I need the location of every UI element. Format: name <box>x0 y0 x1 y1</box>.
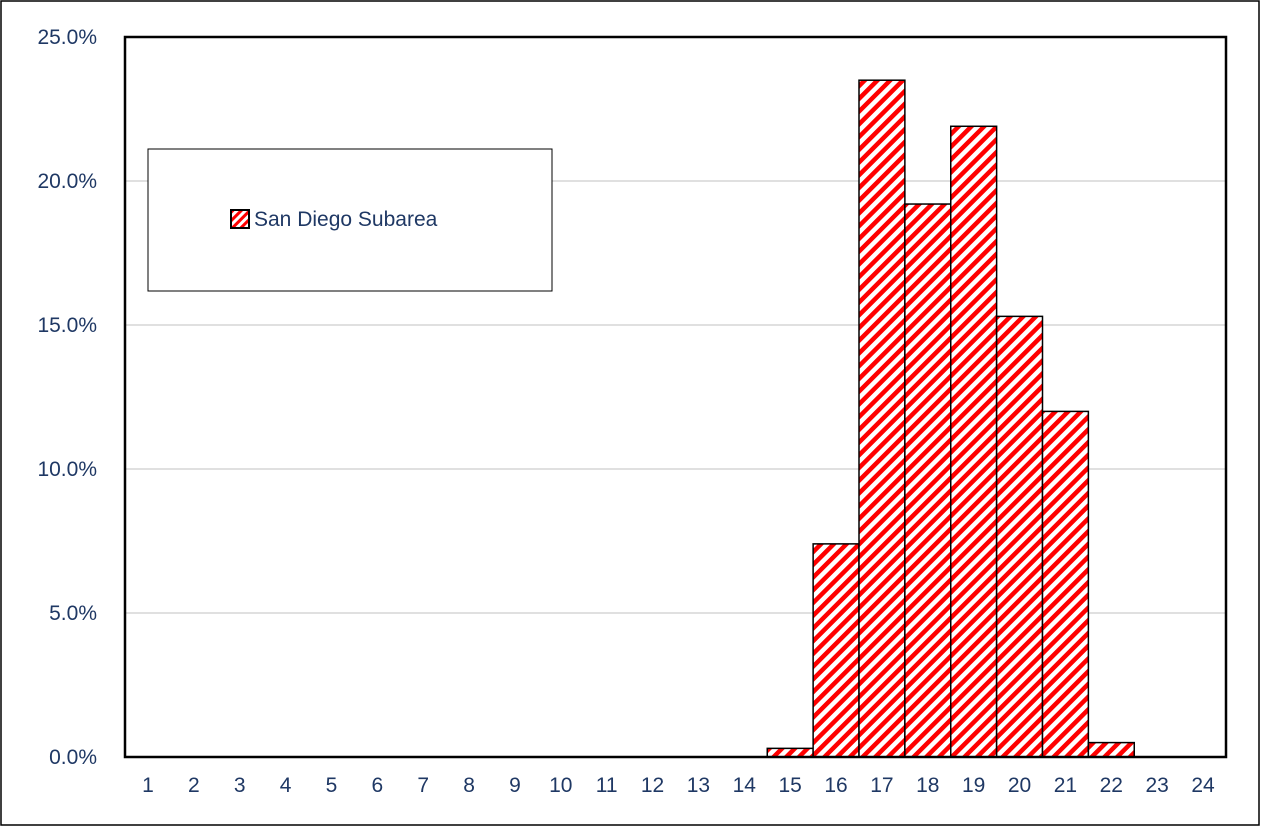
x-tick-label: 4 <box>280 774 292 797</box>
bar-21 <box>1041 410 1090 758</box>
x-tick-label: 11 <box>596 774 618 797</box>
y-tick-label: 25.0% <box>37 26 97 49</box>
bar-20 <box>995 315 1044 758</box>
legend-box <box>147 148 553 292</box>
y-tick-label: 15.0% <box>37 314 97 337</box>
x-tick-label: 13 <box>687 774 710 797</box>
plot-area-border <box>123 35 1228 759</box>
x-tick-label: 15 <box>779 774 802 797</box>
x-tick-label: 12 <box>641 774 664 797</box>
x-tick-label: 1 <box>142 774 154 797</box>
x-tick-label: 17 <box>870 774 893 797</box>
x-tick-label: 6 <box>371 774 383 797</box>
bar-22 <box>1087 741 1135 758</box>
y-axis-tick-labels: 0.0% 5.0% 10.0% 15.0% 20.0% 25.0% <box>37 26 97 769</box>
x-tick-label: 16 <box>824 774 847 797</box>
bar-15 <box>766 747 814 758</box>
legend-label-san-diego-subarea: San Diego Subarea <box>254 208 438 231</box>
x-tick-label: 19 <box>962 774 985 797</box>
x-tick-label: 20 <box>1008 774 1031 797</box>
bar-18 <box>904 203 952 758</box>
x-tick-label: 7 <box>417 774 429 797</box>
bar-17 <box>858 79 906 758</box>
x-tick-label: 23 <box>1146 774 1169 797</box>
x-axis-tick-labels: 1 2 3 4 5 6 7 8 9 10 11 12 13 14 15 16 17 18 19 20 21 22 23 24 <box>142 774 1215 797</box>
x-tick-label: 18 <box>916 774 939 797</box>
bar-19 <box>950 125 998 758</box>
legend: San Diego Subarea <box>147 148 553 292</box>
y-tick-label: 0.0% <box>49 746 97 769</box>
x-tick-label: 9 <box>509 774 521 797</box>
x-tick-label: 3 <box>234 774 246 797</box>
y-tick-label: 10.0% <box>37 458 97 481</box>
x-tick-label: 5 <box>326 774 338 797</box>
x-tick-label: 8 <box>463 774 475 797</box>
y-tick-label: 5.0% <box>49 602 97 625</box>
x-tick-label: 2 <box>188 774 200 797</box>
x-tick-label: 10 <box>549 774 572 797</box>
x-tick-label: 22 <box>1100 774 1123 797</box>
x-tick-label: 24 <box>1191 774 1215 797</box>
y-tick-label: 20.0% <box>37 170 97 193</box>
x-tick-label: 21 <box>1054 774 1077 797</box>
bar-16 <box>812 543 860 758</box>
legend-swatch <box>230 209 250 229</box>
x-tick-label: 14 <box>733 774 757 797</box>
